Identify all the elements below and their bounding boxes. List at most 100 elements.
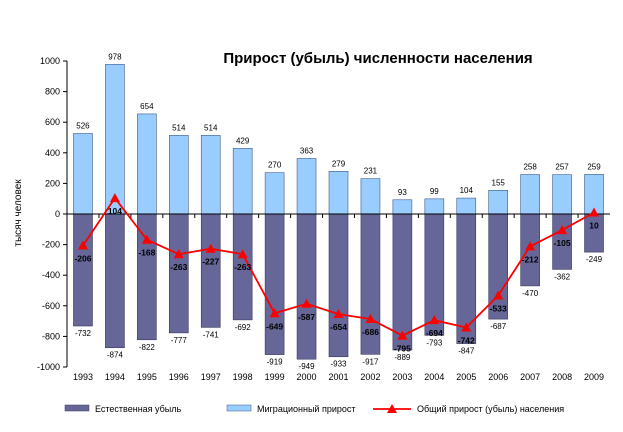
bar-natural: [296, 213, 317, 360]
x-tick-label: 2005: [456, 372, 476, 382]
bar-natural: [137, 213, 157, 341]
x-tick-label: 1993: [73, 372, 93, 382]
total-point: [557, 225, 568, 235]
data-label-migration: 155: [492, 178, 506, 187]
data-label-total: -533: [490, 304, 507, 314]
bar-natural: [73, 213, 93, 327]
y-tick-label: -1000: [37, 362, 60, 372]
data-label-natural: -732: [75, 329, 92, 338]
legend: Естественная убыль Миграционный прирост Об…: [64, 404, 564, 414]
data-label-total: -263: [234, 262, 251, 272]
bar-migration: [168, 135, 189, 215]
data-label-migration: 978: [108, 52, 122, 61]
bar-migration: [392, 199, 413, 215]
bar-migration: [296, 158, 317, 215]
data-label-natural: -933: [330, 360, 347, 369]
data-label-natural: -793: [426, 338, 443, 347]
x-tick-label: 1994: [105, 372, 125, 382]
x-tick-label: 1996: [169, 372, 189, 382]
y-tick-label: -400: [42, 270, 60, 280]
bar-migration: [200, 135, 221, 215]
bar-migration: [424, 198, 445, 215]
data-label-total: -795: [394, 344, 411, 354]
data-label-migration: 257: [555, 163, 569, 172]
legend-label-total: Общий прирост (убыль) населения: [417, 404, 564, 414]
total-point: [397, 330, 408, 340]
data-label-total: -227: [202, 257, 219, 267]
total-point: [365, 313, 376, 323]
bar-migration: [488, 189, 509, 215]
data-label-natural: -949: [299, 362, 316, 371]
data-label-natural: -687: [490, 322, 507, 331]
y-tick-label: 0: [55, 209, 60, 219]
total-point: [109, 193, 120, 203]
data-label-total: -649: [266, 321, 283, 331]
x-tick-label: 2008: [552, 372, 572, 382]
data-label-total: -105: [554, 238, 571, 248]
x-tick-label: 2007: [520, 372, 540, 382]
data-label-total: -206: [74, 254, 91, 264]
total-point: [589, 207, 600, 217]
data-label-natural: -692: [235, 323, 252, 332]
legend-label-migration: Миграционный прирост: [257, 404, 355, 414]
y-tick-label: 200: [45, 178, 60, 188]
data-label-migration: 279: [332, 159, 346, 168]
bar-migration: [456, 197, 477, 215]
total-point: [461, 322, 472, 332]
plot-area: -1000 -800 -600 -400 -200 0 200 400 600 800 1000 19…: [37, 52, 610, 382]
data-label-natural: -777: [171, 336, 188, 345]
data-label-natural: -919: [267, 358, 284, 367]
x-tick-label: 1999: [265, 372, 285, 382]
y-tick-label: 1000: [40, 56, 60, 66]
total-point: [525, 241, 536, 251]
data-label-total: -587: [298, 312, 315, 322]
x-tick-label: 2002: [360, 372, 380, 382]
total-point: [429, 315, 440, 325]
y-tick-label: 400: [45, 148, 60, 158]
data-label-natural: -741: [203, 330, 220, 339]
chart-title: Прирост (убыль) численности населения: [223, 50, 532, 67]
data-label-natural: -822: [139, 343, 156, 352]
data-label-migration: 93: [398, 188, 407, 197]
total-point: [333, 309, 344, 319]
y-tick-label: -800: [42, 331, 60, 341]
data-label-total: -686: [362, 327, 379, 337]
data-label-natural: -249: [586, 255, 603, 264]
data-label-natural: -889: [394, 353, 411, 362]
y-tick-label: -600: [42, 301, 60, 311]
bar-migration: [328, 171, 349, 215]
data-label-migration: 429: [236, 136, 250, 145]
bar-natural: [168, 213, 189, 334]
data-label-migration: 104: [460, 186, 474, 195]
y-tick-label: 600: [45, 117, 60, 127]
data-label-migration: 526: [76, 122, 90, 131]
data-label-total: -212: [522, 254, 539, 264]
total-point: [77, 240, 88, 250]
data-label-migration: 231: [364, 167, 378, 176]
y-tick-label: 800: [45, 87, 60, 97]
bar-migration: [520, 174, 540, 215]
x-tick-label: 2006: [488, 372, 508, 382]
x-tick-label: 1998: [233, 372, 253, 382]
data-label-natural: -847: [458, 347, 475, 356]
x-tick-label: 2001: [328, 372, 348, 382]
data-label-natural: -362: [554, 272, 571, 281]
data-label-total: -263: [170, 262, 187, 272]
bar-migration: [73, 133, 93, 215]
bar-natural: [105, 213, 125, 349]
data-label-migration: 363: [300, 146, 314, 155]
data-label-total: -654: [330, 322, 347, 332]
legend-marker-total: [387, 404, 397, 413]
bar-migration: [552, 174, 572, 215]
data-label-migration: 654: [140, 102, 154, 111]
data-label-total: -742: [458, 336, 475, 346]
x-tick-label: 2004: [424, 372, 444, 382]
x-tick-label: 2003: [392, 372, 412, 382]
legend-label-natural: Естественная убыль: [95, 404, 182, 414]
total-point: [269, 308, 280, 318]
total-point: [237, 249, 248, 259]
bar-natural: [200, 213, 221, 328]
data-label-migration: 514: [204, 123, 218, 132]
total-point: [301, 298, 312, 308]
y-axis-label: тысяч человек: [13, 179, 24, 247]
